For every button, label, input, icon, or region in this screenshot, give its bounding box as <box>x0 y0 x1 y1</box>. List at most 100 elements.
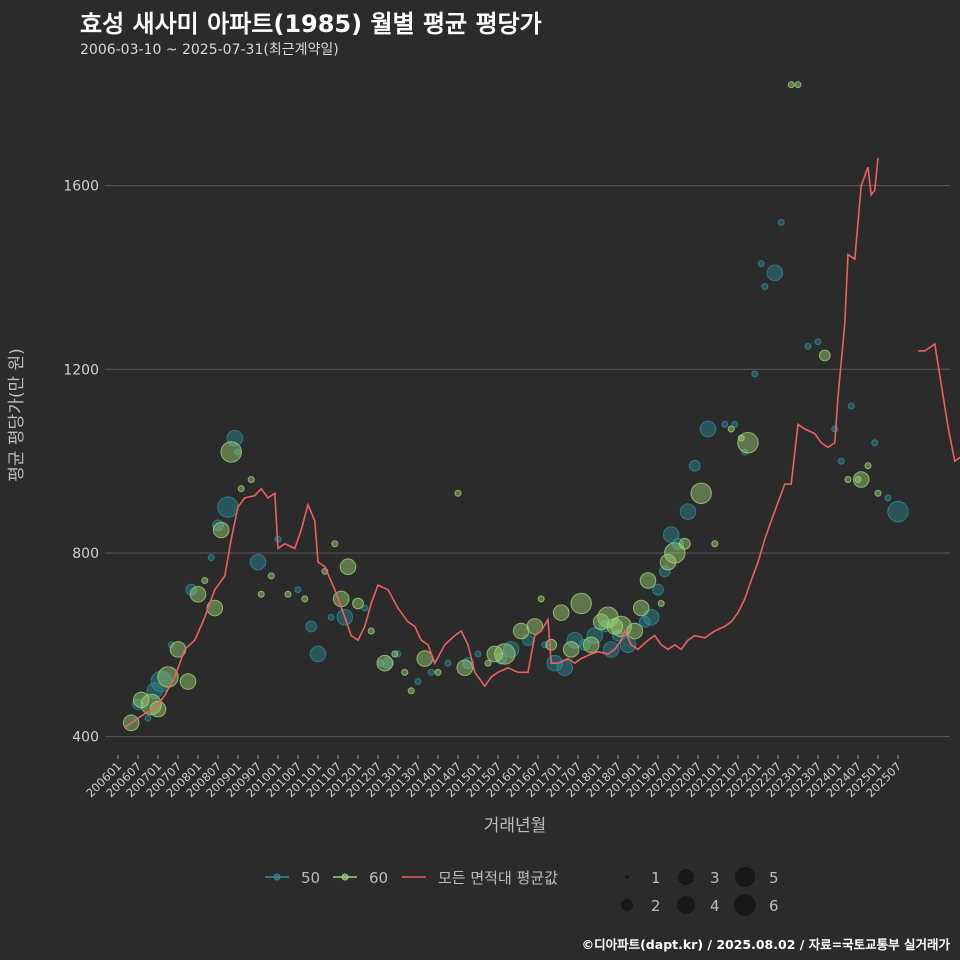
series-60-point <box>339 558 357 576</box>
series-60-point <box>220 441 242 463</box>
mean-line-segment <box>918 342 960 463</box>
series-50-point <box>444 659 452 667</box>
series-50-point <box>414 678 422 686</box>
series-60-point <box>711 540 719 548</box>
legend-item-50[interactable]: 50 <box>265 869 320 887</box>
chart-subtitle: 2006-03-10 ~ 2025-07-31(최근계약일) <box>80 42 339 58</box>
series-60-point <box>454 489 462 497</box>
series-50-points <box>132 218 909 722</box>
series-60-point <box>237 485 245 493</box>
legend-size-label: 3 <box>710 869 720 887</box>
y-tick-label: 400 <box>72 730 99 746</box>
series-60-point <box>854 475 862 483</box>
x-axis-label: 거래년월 <box>484 816 547 836</box>
grid-lines <box>105 185 950 738</box>
legend-label: 모든 면적대 평균값 <box>438 869 558 887</box>
series-50-point <box>804 342 812 350</box>
legend-size-circle <box>625 875 629 879</box>
series-60-point <box>301 595 309 603</box>
legend-size-label: 4 <box>710 897 720 915</box>
series-60-point <box>537 595 545 603</box>
series-60-point <box>852 471 870 488</box>
series-50-point <box>884 494 892 502</box>
series-50-point <box>721 420 729 428</box>
series-60-points <box>122 81 882 732</box>
legend-size-circle <box>677 896 695 914</box>
series-60-point <box>149 700 167 718</box>
series-60-point <box>212 521 230 539</box>
series-50-point <box>305 620 318 633</box>
series-60-point <box>552 604 570 621</box>
series-60-point <box>257 590 265 598</box>
series-50-point <box>427 668 435 676</box>
legend-size-label: 2 <box>651 897 661 915</box>
series-60-point <box>570 592 592 615</box>
series-50-point <box>249 553 267 571</box>
series-50-point <box>831 425 839 433</box>
series-60-point <box>610 615 632 638</box>
series-60-point <box>657 599 665 607</box>
series-60-point <box>639 572 657 589</box>
legend-size-6: 6 <box>734 894 779 916</box>
series-60-point <box>864 462 872 470</box>
series-60-point <box>818 349 831 362</box>
y-tick-label: 1600 <box>63 179 99 195</box>
series-60-point <box>526 618 544 635</box>
series-50-point <box>294 586 302 594</box>
credit-footer: ©디아파트(dapt.kr) / 2025.08.02 / 자료=국토교통부 실… <box>581 937 950 952</box>
series-60-point <box>874 489 882 497</box>
y-axis-ticks: 400 800 1200 1600 <box>63 179 99 746</box>
series-50-point <box>658 565 671 578</box>
series-50-point <box>688 459 701 472</box>
series-50-point <box>662 526 680 543</box>
series-50-point <box>602 641 620 658</box>
series-50-point <box>699 420 717 438</box>
chart-title: 효성 새사미 아파트(1985) 월별 평균 평당가 <box>80 10 542 38</box>
legend-size-5: 5 <box>735 867 779 887</box>
legend-size-1: 1 <box>625 869 661 887</box>
series-60-point <box>179 673 197 690</box>
series-60-point <box>284 590 292 598</box>
series-60-point <box>597 606 619 628</box>
series-50-point <box>679 503 697 520</box>
series-60-point <box>206 599 224 617</box>
series-60-point <box>678 537 691 550</box>
series-50-point <box>474 650 482 658</box>
series-50-point <box>761 283 769 291</box>
legend-label: 50 <box>301 869 320 887</box>
series-50-point <box>327 613 335 621</box>
series-60-point <box>727 425 735 433</box>
series-50-point <box>586 627 604 644</box>
series-60-point <box>582 636 600 654</box>
legend-item-60[interactable]: 60 <box>333 869 388 887</box>
series-60-point <box>844 475 852 483</box>
series-60-point <box>494 643 516 665</box>
series-50-point <box>361 604 369 612</box>
y-axis-label: 평균 평당가(만 원) <box>7 348 27 482</box>
legend-size-4: 4 <box>677 896 720 915</box>
series-60-point <box>401 668 409 676</box>
series-60-point <box>247 475 255 483</box>
series-50-point <box>837 457 845 465</box>
legend: 50 60 모든 면적대 평균값 1 2 3 4 5 6 <box>265 867 779 916</box>
legend-size-label: 5 <box>769 869 779 887</box>
legend-label: 60 <box>369 869 388 887</box>
series-60-point <box>794 81 802 89</box>
series-50-point <box>777 218 785 226</box>
series-60-point <box>267 572 275 580</box>
series-60-point <box>407 687 415 695</box>
legend-swatch-point <box>273 873 281 881</box>
legend-size-3: 3 <box>678 869 720 887</box>
mean-line-series <box>124 158 960 729</box>
legend-item-mean[interactable]: 모든 면적대 평균값 <box>402 869 558 887</box>
legend-swatch-point <box>341 873 349 881</box>
series-60-point <box>787 81 795 89</box>
series-60-point <box>562 641 580 658</box>
series-60-point <box>545 638 558 651</box>
series-60-point <box>737 432 759 454</box>
series-50-point <box>144 714 152 722</box>
legend-size-label: 1 <box>651 869 661 887</box>
series-60-point <box>484 659 492 667</box>
series-60-point <box>690 482 712 504</box>
